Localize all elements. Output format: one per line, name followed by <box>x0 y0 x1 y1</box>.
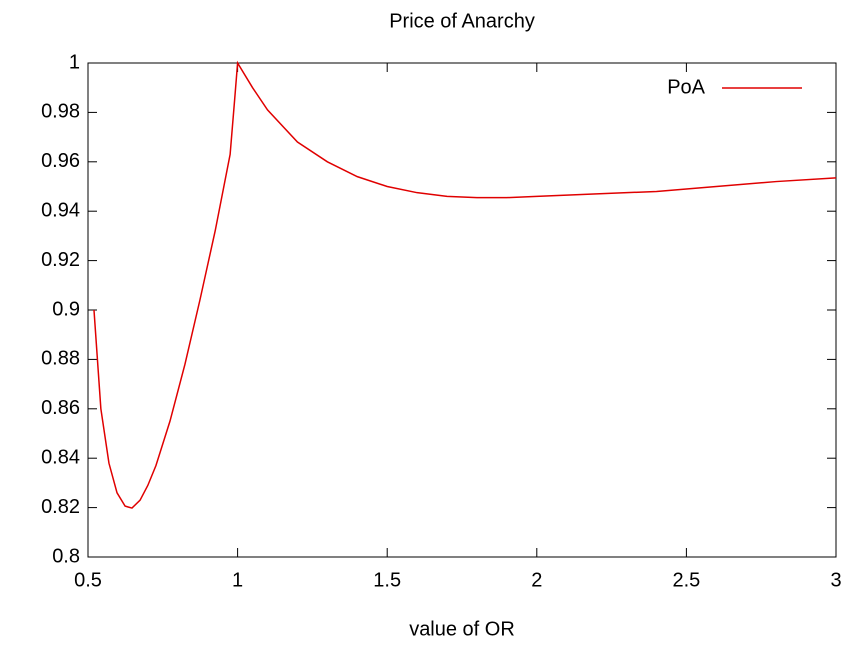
y-tick-label: 0.98 <box>41 101 80 123</box>
x-tick-label: 3 <box>830 569 841 591</box>
y-tick-label: 0.9 <box>52 298 80 320</box>
y-tick-label: 1 <box>69 51 80 73</box>
x-tick-label: 1 <box>232 569 243 591</box>
plot-frame <box>87 62 837 558</box>
x-axis-label: value of OR <box>409 618 515 640</box>
legend-label: PoA <box>667 76 705 98</box>
x-tick-label: 2 <box>531 569 542 591</box>
y-tick-label: 0.8 <box>52 545 80 567</box>
y-tick-label: 0.94 <box>41 199 80 221</box>
y-tick-label: 0.88 <box>41 348 80 370</box>
data-line <box>93 60 837 509</box>
x-tick-label: 0.5 <box>74 569 102 591</box>
x-tick-label: 1.5 <box>373 569 401 591</box>
y-tick-label: 0.84 <box>41 446 80 468</box>
y-tick-label: 0.96 <box>41 150 80 172</box>
x-tick-label: 2.5 <box>672 569 700 591</box>
y-tick-label: 0.86 <box>41 397 80 419</box>
chart-title: Price of Anarchy <box>389 10 535 32</box>
y-tick-label: 0.92 <box>41 249 80 271</box>
y-tick-label: 0.82 <box>41 496 80 518</box>
